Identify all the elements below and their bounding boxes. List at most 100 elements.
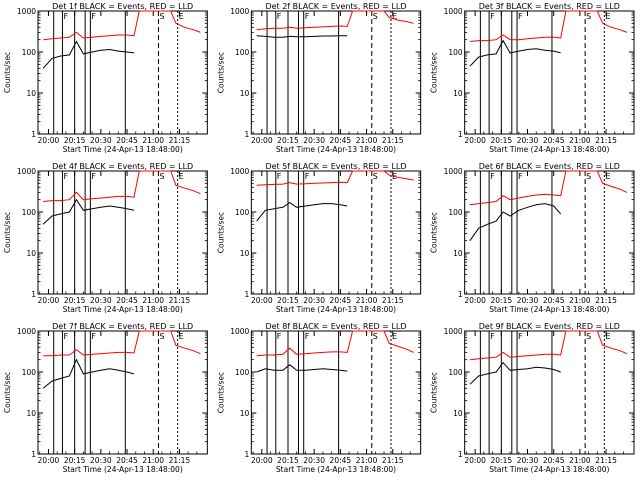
lld-series-line <box>43 170 201 202</box>
x-tick-label: 21:00 <box>142 456 164 465</box>
y-tick-label: 1 <box>458 290 463 299</box>
x-tick-label: 21:15 <box>595 456 617 465</box>
x-tick-label: 21:15 <box>169 136 191 145</box>
y-tick-label: 10 <box>26 249 36 258</box>
y-tick-label: 100 <box>22 208 37 217</box>
chart-panel-7: Det 7f BLACK = Events, RED = LLD 1 10 100 10… <box>3 322 208 474</box>
x-tick-label: 20:45 <box>330 456 352 465</box>
marker-label: F <box>305 172 310 181</box>
y-axis-label: Counts/sec <box>216 52 225 93</box>
x-tick-label: 20:30 <box>517 296 539 305</box>
plot-frame <box>464 170 635 295</box>
x-tick-label: 21:15 <box>169 296 191 305</box>
x-tick-label: 20:00 <box>251 296 273 305</box>
marker-label: F <box>490 172 495 181</box>
x-tick-label: 20:45 <box>330 136 352 145</box>
marker-label: E <box>392 332 397 341</box>
x-axis-label: Start Time (24-Apr-13 18:48:00) <box>276 145 396 154</box>
y-tick-label: 100 <box>22 368 37 377</box>
y-tick-label: 10 <box>26 409 36 418</box>
events-series-line <box>469 39 561 67</box>
marker-label: S <box>586 172 591 181</box>
marker-label: F <box>91 12 96 21</box>
y-tick-label: 10 <box>240 89 250 98</box>
x-tick-label: 20:15 <box>491 456 513 465</box>
x-tick-label: 20:30 <box>303 296 325 305</box>
marker-label: F <box>490 12 495 21</box>
y-tick-label: 1000 <box>17 7 36 16</box>
y-tick-label: 10 <box>240 409 250 418</box>
chart-title: Det 7f BLACK = Events, RED = LLD <box>52 322 193 331</box>
y-tick-label: 1000 <box>17 327 36 336</box>
marker-label: E <box>605 332 610 341</box>
events-series-line <box>42 358 135 389</box>
y-tick-label: 100 <box>448 368 463 377</box>
marker-label: S <box>159 12 164 21</box>
x-tick-label: 20:00 <box>38 136 60 145</box>
chart-panel-1: Det 1f BLACK = Events, RED = LLD 1 10 100 10… <box>3 2 208 154</box>
x-tick-label: 20:45 <box>330 296 352 305</box>
y-tick-label: 1 <box>31 130 36 139</box>
lld-series-line <box>469 330 628 361</box>
y-tick-label: 1000 <box>444 327 463 336</box>
x-axis-label: Start Time (24-Apr-13 18:48:00) <box>63 465 183 474</box>
x-tick-label: 21:00 <box>569 296 591 305</box>
chart-panel-6: Det 6f BLACK = Events, RED = LLD 1 10 100 10… <box>430 162 635 314</box>
marker-label: E <box>605 172 610 181</box>
marker-label: F <box>63 12 68 21</box>
chart-panel-8: Det 8f BLACK = Events, RED = LLD 1 10 100 10… <box>216 322 422 474</box>
chart-panel-2: Det 2f BLACK = Events, RED = LLD 1 10 100 10… <box>216 2 422 154</box>
marker-label: F <box>490 332 495 341</box>
events-series-line <box>469 361 561 385</box>
x-tick-label: 21:00 <box>356 136 378 145</box>
y-axis-label: Counts/sec <box>3 52 12 93</box>
y-axis-label: Counts/sec <box>430 212 439 253</box>
plot-frame <box>250 330 422 455</box>
marker-label: F <box>277 12 282 21</box>
events-series-line <box>256 201 348 222</box>
x-axis-label: Start Time (24-Apr-13 18:48:00) <box>63 145 183 154</box>
y-axis-label: Counts/sec <box>3 372 12 413</box>
lld-series-line <box>43 330 201 357</box>
x-tick-label: 20:00 <box>38 296 60 305</box>
marker-label: S <box>159 172 164 181</box>
events-series-line <box>42 40 135 69</box>
x-tick-label: 20:30 <box>90 456 112 465</box>
chart-panel-3: Det 3f BLACK = Events, RED = LLD 1 10 100 10… <box>430 2 635 154</box>
marker-label: F <box>277 172 282 181</box>
x-tick-label: 20:30 <box>90 296 112 305</box>
plot-frame <box>464 10 635 135</box>
y-axis-label: Counts/sec <box>430 372 439 413</box>
y-tick-label: 1000 <box>444 167 463 176</box>
x-tick-label: 21:00 <box>356 296 378 305</box>
y-tick-label: 1000 <box>230 167 249 176</box>
events-series-line <box>256 364 348 373</box>
y-tick-label: 1000 <box>230 7 249 16</box>
events-series-line <box>469 203 562 241</box>
events-series-line <box>256 35 348 38</box>
plot-frame <box>37 10 208 135</box>
lld-series-line <box>256 330 414 357</box>
marker-label: E <box>179 172 184 181</box>
x-tick-label: 20:30 <box>303 456 325 465</box>
x-tick-label: 21:00 <box>569 456 591 465</box>
chart-title: Det 2f BLACK = Events, RED = LLD <box>265 2 406 11</box>
x-tick-label: 20:15 <box>64 136 86 145</box>
lld-series-line <box>256 10 414 31</box>
events-series-line <box>42 198 135 225</box>
y-tick-label: 10 <box>240 249 250 258</box>
y-axis-label: Counts/sec <box>3 212 12 253</box>
marker-label: E <box>179 332 184 341</box>
x-tick-label: 20:15 <box>491 136 513 145</box>
lld-series-line <box>469 10 628 42</box>
y-tick-label: 100 <box>235 208 250 217</box>
y-tick-label: 10 <box>453 89 463 98</box>
marker-label: S <box>373 332 378 341</box>
x-tick-label: 21:15 <box>382 456 404 465</box>
x-tick-label: 20:00 <box>251 136 273 145</box>
x-tick-label: 21:00 <box>356 456 378 465</box>
y-tick-label: 100 <box>235 368 250 377</box>
x-tick-label: 20:30 <box>303 136 325 145</box>
x-tick-label: 20:45 <box>543 296 565 305</box>
